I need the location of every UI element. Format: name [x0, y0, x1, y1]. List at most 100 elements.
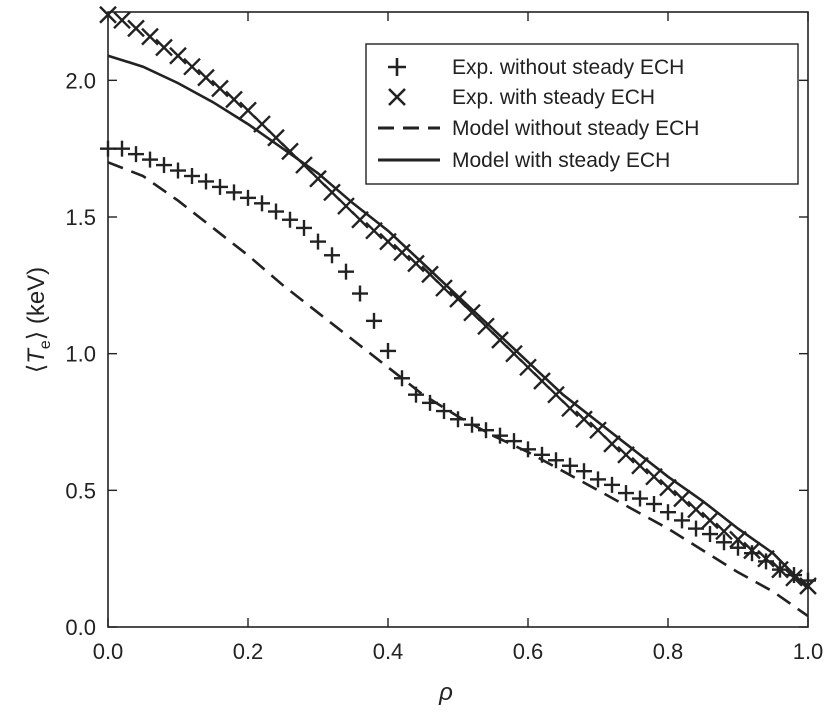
plus-marker-point [548, 452, 564, 469]
plus-marker-point [212, 178, 228, 195]
series-line [107, 54, 809, 590]
x-marker-point [197, 68, 215, 87]
y-axis-label-symbol: T [23, 347, 50, 364]
plus-marker-point [590, 471, 606, 488]
y-tick-label: 0.0 [65, 615, 96, 640]
x-marker-point [211, 79, 229, 98]
x-marker-point [799, 577, 817, 595]
x-marker-point [673, 489, 691, 508]
y-tick-label: 1.5 [65, 205, 96, 230]
plus-marker-point [562, 457, 578, 474]
x-marker-point [715, 522, 733, 541]
plus-marker-point [716, 534, 732, 551]
plus-marker-point [142, 151, 158, 168]
x-axis: 0.0 0.2 0.4 0.6 0.8 1.0 [93, 12, 824, 664]
plus-marker-point [184, 168, 200, 184]
x-marker-point [407, 254, 425, 273]
plus-marker-point [114, 140, 130, 157]
plus-marker-point [156, 157, 172, 174]
plus-marker-point [170, 162, 186, 179]
legend-label: Exp. without steady ECH [452, 56, 684, 79]
x-marker-point [533, 372, 551, 390]
plot-frame [107, 11, 809, 628]
plus-marker-point [366, 312, 382, 329]
legend: Exp. without steady ECH Exp. with steady… [365, 43, 799, 185]
x-marker-point [785, 568, 803, 587]
x-marker-point [589, 421, 607, 440]
x-marker-point [113, 11, 131, 30]
x-marker-point [547, 385, 565, 404]
x-tick-label: 0.4 [373, 639, 404, 664]
x-marker-point [701, 511, 719, 530]
plus-marker-point [128, 146, 144, 163]
x-marker-point [155, 38, 173, 57]
x-tick-label: 0.6 [513, 639, 544, 664]
plus-marker-point [688, 520, 704, 537]
series-1 [99, 5, 817, 595]
legend-marker-x [388, 88, 406, 106]
x-marker-point [421, 265, 439, 284]
x-marker-point [659, 478, 677, 497]
plus-marker-point [310, 233, 326, 250]
series-line [107, 161, 809, 618]
legend-marker-plus [388, 58, 406, 76]
plus-marker-point [506, 433, 522, 450]
y-axis-label: ⟨Te⟩ (keV) [23, 267, 54, 373]
x-axis-label: ρ [438, 679, 453, 706]
legend-entry-model-with: Model with steady ECH [378, 149, 670, 172]
plus-marker-point [254, 195, 270, 212]
x-marker-point [435, 279, 453, 297]
x-marker-point [729, 530, 747, 549]
x-marker-point [491, 331, 509, 349]
x-marker-point [267, 128, 285, 147]
plus-marker-point [352, 285, 368, 302]
y-axis-label-subscript: e [37, 340, 54, 349]
plus-marker-point [282, 211, 298, 228]
legend-entry-exp-without: Exp. without steady ECH [388, 56, 684, 79]
x-marker-point [505, 344, 523, 363]
x-marker-point [183, 57, 201, 76]
x-marker-point [309, 169, 327, 188]
plus-marker-point [632, 490, 648, 507]
plus-marker-point [604, 476, 620, 493]
x-tick-label: 0.8 [653, 639, 684, 664]
x-marker-point [169, 46, 187, 65]
x-marker-point [127, 19, 145, 38]
x-marker-point [519, 358, 537, 377]
plus-marker-point [394, 370, 410, 387]
plus-marker-point [324, 247, 340, 264]
series-3 [107, 54, 809, 590]
x-marker-point [575, 410, 593, 429]
plus-marker-point [744, 545, 760, 562]
x-marker-point [477, 317, 495, 336]
x-tick-label: 1.0 [793, 639, 824, 664]
plus-marker-point [674, 512, 690, 529]
legend-entry-model-without: Model without steady ECH [378, 117, 699, 140]
legend-entry-exp-with: Exp. with steady ECH [388, 86, 655, 109]
plus-marker-point [198, 173, 214, 190]
y-axis: 0.0 0.5 1.0 1.5 2.0 [65, 68, 808, 640]
x-marker-point [393, 243, 411, 262]
plus-marker-point [646, 496, 662, 512]
x-marker-point [449, 290, 467, 308]
legend-label: Model without steady ECH [452, 117, 699, 140]
legend-label: Model with steady ECH [452, 149, 670, 172]
y-tick-label: 0.5 [65, 478, 96, 503]
plus-marker-point [758, 553, 774, 570]
plus-marker-point [618, 485, 634, 502]
y-axis-label-unit: ⟩ (keV) [23, 267, 50, 340]
plus-marker-point [702, 526, 718, 543]
plus-marker-point [338, 263, 354, 280]
plus-marker-point [576, 463, 592, 480]
plus-marker-point [296, 219, 312, 236]
x-marker-point [99, 5, 117, 24]
plus-marker-point [240, 189, 256, 206]
series-2 [107, 161, 809, 618]
x-marker-point [561, 399, 579, 418]
x-marker-point [225, 90, 243, 109]
x-tick-label: 0.0 [93, 639, 124, 664]
plus-marker-point [730, 539, 746, 556]
x-tick-label: 0.2 [233, 639, 264, 664]
x-marker-point [323, 183, 341, 202]
